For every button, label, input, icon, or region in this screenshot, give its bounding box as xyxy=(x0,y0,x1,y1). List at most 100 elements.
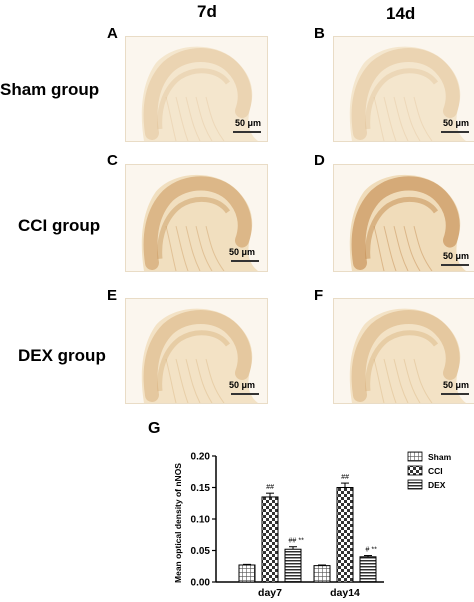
dorsal-horn-stain xyxy=(143,310,252,402)
lamina-stain xyxy=(157,68,231,130)
y-tick-label: 0.10 xyxy=(191,515,211,526)
tissue-section xyxy=(349,46,466,141)
y-tick-label: 0.00 xyxy=(191,578,211,589)
fiber-tract xyxy=(165,358,177,403)
fiber-tract xyxy=(413,358,433,403)
dorsal-horn-stain xyxy=(351,176,460,270)
scale-bar-label: 50 μm xyxy=(228,380,255,390)
fiber-tract xyxy=(383,96,397,141)
scale-bar-label: 50 μm xyxy=(442,380,469,390)
fiber-tract xyxy=(413,96,433,141)
micrograph-e: 50 μm xyxy=(125,298,268,404)
row-label-dex: DEX group xyxy=(18,346,106,365)
row-label-cci: CCI group xyxy=(18,216,101,235)
scale-bar xyxy=(231,260,259,262)
significance-mark: ## xyxy=(341,474,349,481)
significance-mark: ## ** xyxy=(288,538,303,545)
fiber-tract xyxy=(195,96,213,141)
scale-bar-label: 50 μm xyxy=(234,118,261,128)
dorsal-horn-stain xyxy=(351,48,460,140)
fiber-tract xyxy=(393,358,409,403)
fiber-tract xyxy=(175,358,189,403)
tissue-section xyxy=(141,174,258,271)
panel-letter-d: D xyxy=(314,152,325,169)
y-tick-label: 0.05 xyxy=(191,546,211,557)
fiber-tract xyxy=(383,226,397,271)
panel-letter-f: F xyxy=(314,287,324,304)
panel-letter-e: E xyxy=(107,287,118,304)
fiber-tract xyxy=(195,358,213,403)
fiber-tract xyxy=(185,358,201,403)
fiber-tract xyxy=(185,226,201,271)
lamina-stain xyxy=(157,196,231,259)
panel-letter-a: A xyxy=(107,25,118,42)
fiber-tract xyxy=(165,226,177,271)
y-tick-label: 0.15 xyxy=(191,483,211,494)
lamina-stain xyxy=(157,330,231,392)
bar-dex-day14 xyxy=(359,556,377,583)
fiber-tract xyxy=(165,96,177,141)
fiber-tract xyxy=(185,96,201,141)
tissue-image-d xyxy=(334,165,474,271)
tissue-section xyxy=(349,308,466,403)
fiber-tract xyxy=(175,96,189,141)
scale-bar xyxy=(231,393,259,395)
legend-label-cci: CCI xyxy=(428,466,443,476)
x-tick-label: day7 xyxy=(258,587,282,599)
fiber-tract xyxy=(373,358,385,403)
legend-label-sham: Sham xyxy=(428,452,452,462)
lamina-stain xyxy=(365,330,439,392)
lamina-stain xyxy=(365,196,439,259)
tissue-image-e xyxy=(126,299,267,403)
fiber-tract xyxy=(403,226,421,271)
scale-bar xyxy=(441,393,469,395)
fiber-tract xyxy=(393,96,409,141)
column-header-7d: 7d xyxy=(197,2,217,21)
legend-label-dex: DEX xyxy=(428,480,446,490)
legend-swatch-sham xyxy=(407,451,423,462)
tissue-image-a xyxy=(126,37,267,141)
scale-bar xyxy=(233,131,261,133)
significance-mark: ## xyxy=(266,484,274,491)
micrograph-a: 50 μm xyxy=(125,36,268,142)
bar-cci-day14 xyxy=(336,487,354,583)
scale-bar xyxy=(441,264,469,266)
fiber-tract xyxy=(393,226,409,271)
scale-bar-label: 50 μm xyxy=(228,247,255,257)
nnos-bar-chart: Mean optical density of nNOS 0.00 0.05 0.10… xyxy=(173,451,452,600)
bar-cci-day7 xyxy=(261,496,279,583)
fiber-tract xyxy=(403,96,421,141)
micrograph-b: 50 μm xyxy=(333,36,474,142)
dorsal-horn-stain xyxy=(351,310,460,402)
legend-swatch-cci xyxy=(407,465,423,476)
panel-letter-c: C xyxy=(107,152,118,169)
tissue-section xyxy=(141,308,258,403)
bar-sham-day7 xyxy=(238,564,256,583)
lamina-stain xyxy=(365,68,439,130)
tissue-image-b xyxy=(334,37,474,141)
micrograph-f: 50 μm xyxy=(333,298,474,404)
fiber-tract xyxy=(175,226,189,271)
fiber-tract xyxy=(205,96,225,141)
significance-mark: # ** xyxy=(365,547,377,554)
y-tick-label: 0.20 xyxy=(191,452,211,463)
tissue-image-f xyxy=(334,299,474,403)
fiber-tract xyxy=(205,358,225,403)
micrograph-d: 50 μm xyxy=(333,164,474,272)
fiber-tract xyxy=(373,96,385,141)
fiber-tract xyxy=(403,358,421,403)
micrograph-c: 50 μm xyxy=(125,164,268,272)
dorsal-horn-stain xyxy=(143,176,252,270)
fiber-tract xyxy=(195,226,213,271)
fiber-tract xyxy=(205,226,225,271)
column-header-14d: 14d xyxy=(386,4,416,23)
scale-bar xyxy=(441,131,469,133)
bar-sham-day14 xyxy=(313,565,331,583)
y-axis-label: Mean optical density of nNOS xyxy=(173,463,183,583)
bar-dex-day7 xyxy=(284,548,302,583)
x-tick-label: day14 xyxy=(330,587,360,599)
tissue-image-c xyxy=(126,165,267,271)
fiber-tract xyxy=(383,358,397,403)
tissue-section xyxy=(141,46,258,141)
scale-bar-label: 50 μm xyxy=(442,251,469,261)
